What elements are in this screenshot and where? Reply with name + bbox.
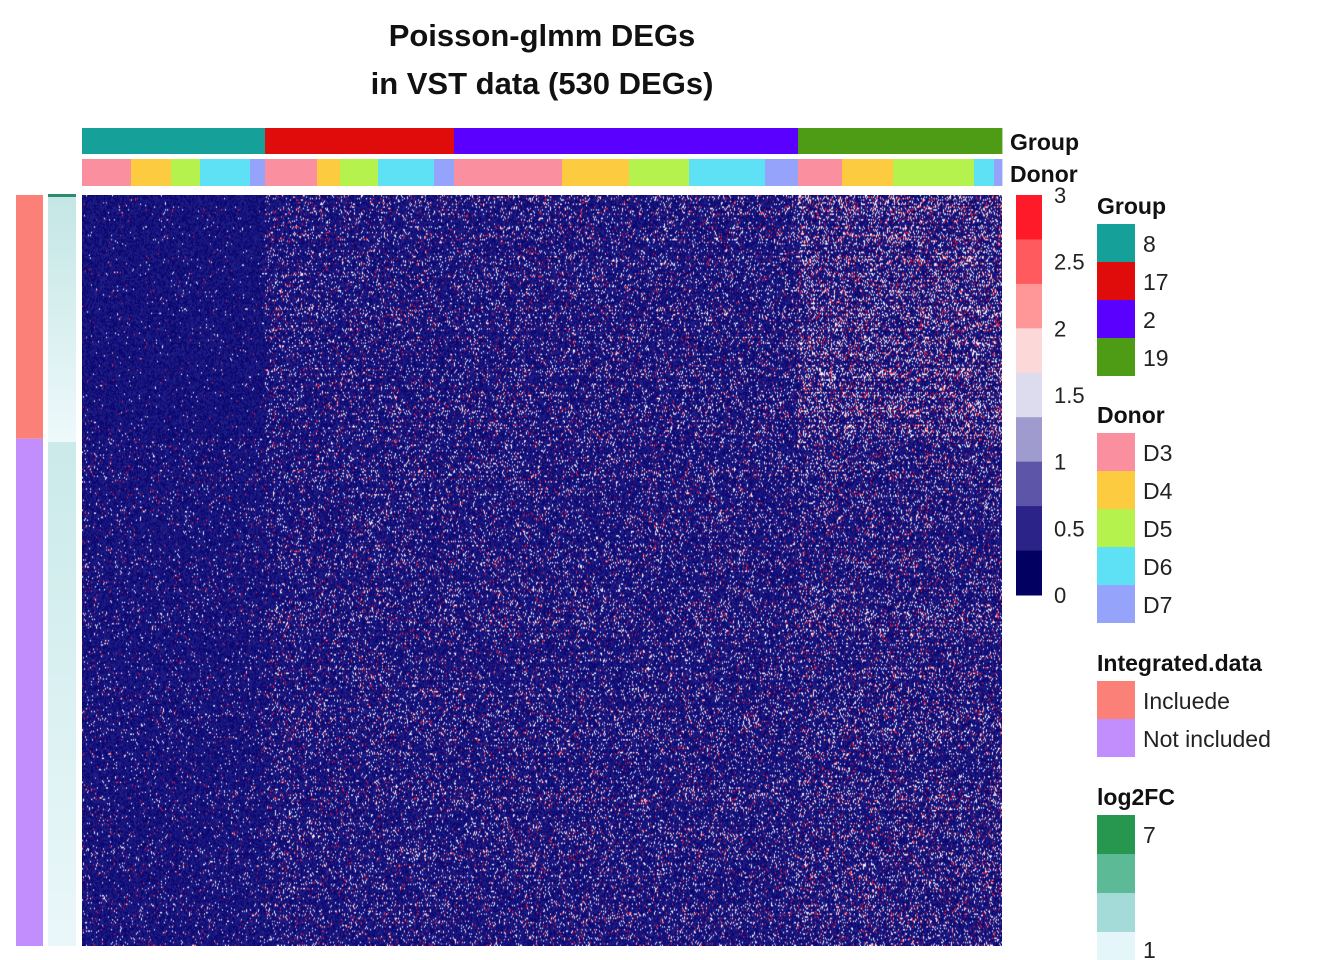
integrated-legend-swatch — [1097, 719, 1135, 757]
donor-segment-d7 — [765, 159, 799, 186]
donor-segment-d6 — [974, 159, 995, 186]
donor-segment-d4 — [317, 159, 341, 186]
integrated-legend-label: Incluede — [1143, 688, 1230, 714]
integrated-segment-not-included — [16, 438, 43, 946]
group-legend-swatch — [1097, 262, 1135, 300]
log2fc-legend-swatch — [1097, 815, 1135, 855]
donor-legend-title: Donor — [1097, 402, 1165, 428]
log2fc-legend-title: log2FC — [1097, 784, 1175, 810]
value-scale-swatch — [1016, 239, 1042, 285]
donor-segment-d3 — [454, 159, 563, 186]
group-segment-19 — [798, 128, 1003, 154]
donor-legend-label: D7 — [1143, 592, 1172, 618]
donor-legend-label: D3 — [1143, 440, 1172, 466]
donor-segment-d7 — [994, 159, 1003, 186]
donor-segment-d4 — [842, 159, 894, 186]
title-line-1: Poisson-glmm DEGs — [388, 18, 696, 53]
donor-legend-label: D6 — [1143, 554, 1172, 580]
value-scale-swatch — [1016, 461, 1042, 507]
value-scale-tick-label: 2 — [1054, 316, 1066, 341]
integrated-segment-included — [16, 195, 43, 439]
group-track-label: Group — [1010, 129, 1079, 155]
donor-segment-d7 — [434, 159, 455, 186]
log2fc-legend-tick: 1 — [1143, 937, 1156, 960]
log2fc-legend-swatch — [1097, 893, 1135, 933]
integrated-legend-swatch — [1097, 681, 1135, 719]
value-scale-swatch — [1016, 328, 1042, 374]
value-scale-swatch — [1016, 372, 1042, 418]
donor-legend-swatch — [1097, 433, 1135, 471]
donor-segment-d5 — [893, 159, 975, 186]
donor-legend-swatch — [1097, 585, 1135, 623]
value-scale-swatch — [1016, 550, 1042, 596]
heatmap-cells — [82, 195, 1002, 946]
donor-segment-d4 — [562, 159, 630, 186]
donor-segment-d6 — [378, 159, 435, 186]
value-scale-swatch — [1016, 417, 1042, 463]
log2fc-annotation-bar — [48, 194, 76, 946]
donor-legend: Donor D3 D4 D5 D6 D7 — [1097, 402, 1173, 623]
group-legend-swatch — [1097, 300, 1135, 338]
donor-segment-d6 — [200, 159, 251, 186]
value-scale-tick-label: 1 — [1054, 450, 1066, 475]
integrated-legend-title: Integrated.data — [1097, 650, 1262, 676]
donor-segment-d3 — [798, 159, 843, 186]
group-segment-17 — [265, 128, 455, 154]
donor-segment-d5 — [171, 159, 201, 186]
value-scale-swatch — [1016, 506, 1042, 552]
group-legend-title: Group — [1097, 193, 1166, 219]
group-legend-swatch — [1097, 224, 1135, 262]
donor-legend-label: D5 — [1143, 516, 1172, 542]
donor-legend-label: D4 — [1143, 478, 1173, 504]
value-scale-tick-label: 0.5 — [1054, 516, 1085, 541]
group-legend-swatch — [1097, 338, 1135, 376]
donor-segment-d7 — [250, 159, 266, 186]
log2fc-upper-block — [48, 197, 76, 442]
group-legend-label: 17 — [1143, 269, 1169, 295]
log2fc-top-mark — [48, 194, 76, 197]
log2fc-legend-swatch — [1097, 854, 1135, 894]
donor-legend-swatch — [1097, 471, 1135, 509]
donor-segment-d6 — [689, 159, 766, 186]
group-legend: Group 8 17 2 19 — [1097, 193, 1169, 376]
log2fc-legend-tick: 7 — [1143, 822, 1156, 848]
log2fc-legend-swatch — [1097, 932, 1135, 960]
donor-annotation-bar — [82, 159, 1003, 186]
donor-track-label: Donor — [1010, 161, 1078, 187]
donor-segment-d5 — [629, 159, 690, 186]
group-legend-label: 2 — [1143, 307, 1156, 333]
donor-legend-swatch — [1097, 509, 1135, 547]
group-legend-label: 8 — [1143, 231, 1156, 257]
donor-segment-d4 — [131, 159, 172, 186]
value-scale-tick-label: 1.5 — [1054, 383, 1085, 408]
group-legend-label: 19 — [1143, 345, 1169, 371]
log2fc-legend: log2FC 7 1 — [1097, 784, 1175, 960]
donor-segment-d5 — [340, 159, 379, 186]
integrated-legend-label: Not included — [1143, 726, 1271, 752]
donor-segment-d3 — [265, 159, 318, 186]
value-scale-swatch — [1016, 283, 1042, 329]
title-line-2: in VST data (530 DEGs) — [370, 66, 714, 101]
value-scale-tick-label: 3 — [1054, 183, 1066, 208]
chart-title: Poisson-glmm DEGs in VST data (530 DEGs) — [82, 12, 1002, 108]
value-scale-swatch — [1016, 195, 1042, 240]
heatmap-body — [82, 195, 1002, 946]
donor-legend-swatch — [1097, 547, 1135, 585]
log2fc-lower-block — [48, 442, 76, 946]
integrated-legend: Integrated.data Incluede Not included — [1097, 650, 1271, 757]
value-scale-tick-label: 0 — [1054, 583, 1066, 608]
group-segment-2 — [454, 128, 799, 154]
value-scale-tick-label: 2.5 — [1054, 250, 1085, 275]
value-color-scale: 3 2.5 2 1.5 1 0.5 0 — [1016, 183, 1085, 608]
group-annotation-bar — [82, 128, 1003, 154]
donor-segment-d3 — [82, 159, 132, 186]
group-segment-8 — [82, 128, 266, 154]
integrated-annotation-bar — [16, 195, 43, 946]
